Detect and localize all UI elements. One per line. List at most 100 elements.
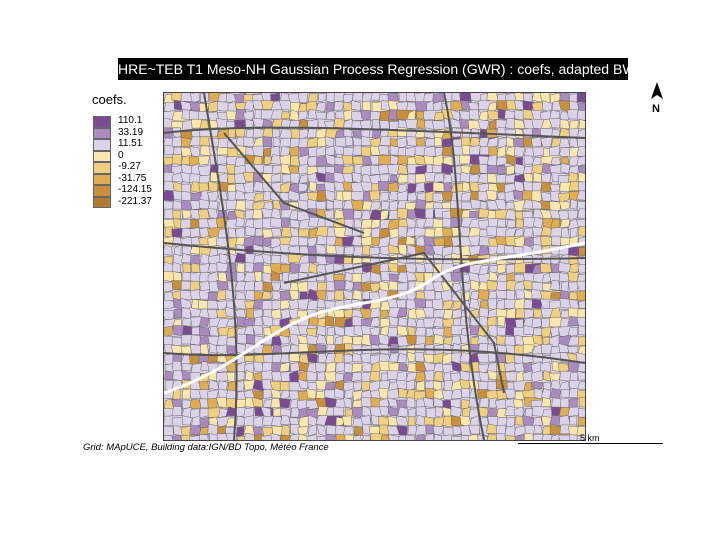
map-cell [308, 93, 319, 103]
map-cell [442, 352, 453, 365]
map-cell [531, 164, 544, 175]
north-label: N [652, 103, 660, 115]
north-arrow-icon [650, 82, 664, 105]
map-cell [251, 390, 264, 400]
map-cell [189, 200, 202, 210]
map-cell [549, 201, 562, 211]
map-cell [576, 290, 585, 302]
map-cell [425, 208, 434, 220]
map-cell [397, 316, 408, 327]
map-cell [415, 263, 426, 273]
map-cell [424, 335, 434, 347]
legend-swatch [93, 139, 111, 151]
map-cell [216, 190, 229, 201]
map-cell [441, 363, 454, 374]
map-cell [450, 388, 463, 400]
map-cell [306, 299, 319, 311]
map-cell [270, 281, 282, 292]
map-cell [318, 93, 327, 103]
map-cell [191, 262, 201, 274]
map-cell [387, 327, 398, 337]
map-cell [343, 397, 352, 409]
map-cell [479, 371, 490, 382]
map-cell [181, 388, 193, 400]
map-cell [504, 336, 516, 346]
map-cell [576, 280, 585, 293]
map-cell [506, 289, 516, 301]
map-cell [531, 353, 544, 364]
map-cell [324, 315, 334, 327]
map-cell [279, 290, 291, 301]
legend-swatch [93, 116, 111, 128]
map-cell [407, 416, 416, 427]
map-cell [164, 244, 173, 256]
map-cell [216, 433, 229, 440]
map-cell [497, 137, 508, 148]
map-cell [569, 136, 579, 149]
map-cell [540, 361, 552, 373]
map-cell [405, 235, 416, 246]
map-cell [422, 396, 434, 409]
map-cell [568, 397, 578, 409]
legend-swatch [93, 150, 111, 162]
map-cell [387, 388, 400, 400]
map-cell [497, 315, 506, 327]
map-cell [414, 182, 426, 193]
map-cell [578, 397, 585, 408]
major-road [443, 93, 485, 440]
map-cell [281, 425, 291, 437]
choropleth-map[interactable] [163, 92, 586, 441]
map-cell [459, 93, 472, 103]
map-cell [171, 172, 184, 185]
map-cell [388, 109, 399, 121]
map-cell [370, 361, 382, 373]
map-cell [351, 111, 364, 121]
legend-swatch [93, 162, 111, 174]
map-cell [181, 209, 193, 220]
map-cell [442, 309, 454, 320]
map-cell [297, 298, 309, 310]
scale-bar-label: 5 km [580, 433, 600, 443]
map-cell [352, 145, 364, 156]
map-cell [425, 433, 435, 440]
map-cell [415, 434, 425, 440]
map-cell [171, 93, 183, 102]
map-cell [332, 309, 345, 320]
map-cell [251, 145, 264, 158]
map-cell [404, 434, 416, 440]
map-cell [541, 433, 553, 440]
map-cell [351, 235, 364, 247]
map-cell [486, 316, 497, 327]
map-cell [297, 110, 309, 121]
map-cell [235, 216, 245, 227]
map-cell [333, 290, 344, 301]
major-road [223, 132, 365, 234]
map-cell [289, 172, 301, 185]
map-cell [514, 433, 526, 440]
map-cell [577, 345, 585, 356]
map-cell [369, 317, 380, 328]
map-cell [496, 263, 507, 275]
map-cell [559, 93, 571, 102]
map-cell [253, 291, 263, 301]
map-cell [540, 343, 553, 355]
map-cell [172, 434, 182, 440]
map-canvas [164, 93, 585, 440]
map-cell [414, 297, 427, 309]
map-cell [569, 198, 578, 210]
map-cell [261, 300, 274, 311]
map-cell [407, 326, 416, 336]
map-cell [505, 165, 516, 176]
map-cell [164, 281, 173, 293]
map-cell [190, 93, 200, 104]
map-cell [432, 298, 444, 310]
map-cell [252, 208, 263, 220]
map-cell [343, 353, 354, 364]
map-cell [359, 109, 372, 121]
map-cell [189, 254, 201, 265]
map-cell [486, 407, 497, 418]
map-cell [576, 371, 585, 381]
map-cell [577, 325, 585, 336]
map-cell [468, 298, 481, 310]
map-cell [207, 397, 218, 410]
